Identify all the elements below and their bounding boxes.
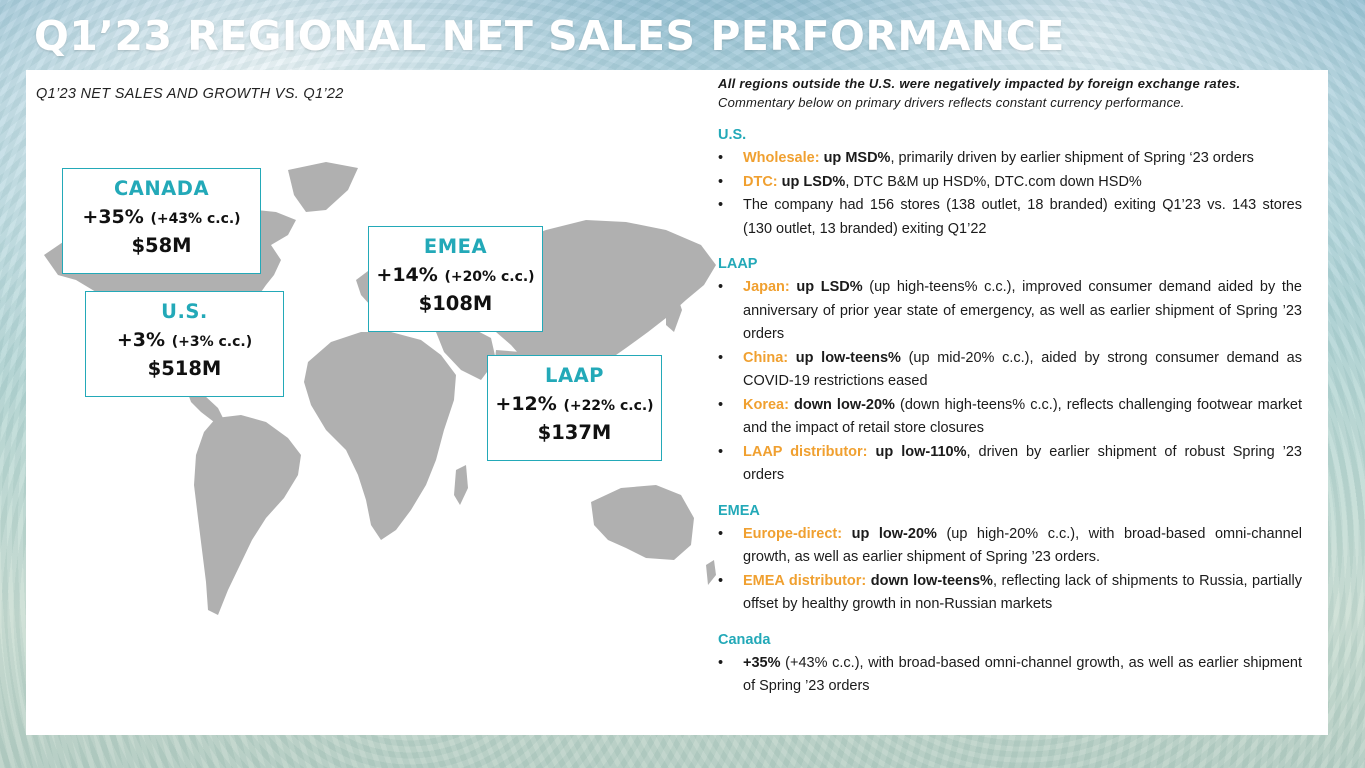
bullet-emphasis: up low-20%: [851, 525, 937, 542]
list-laap: Japan: up LSD% (up high-teens% c.c.), im…: [718, 276, 1302, 488]
madagascar-shape: [454, 465, 468, 505]
region-sales-canada: $58M: [131, 234, 192, 257]
region-name-laap: LAAP: [545, 364, 604, 387]
bullet-text: (down high-teens% c.c.), reflects challe…: [743, 396, 1302, 437]
region-sales-emea: $108M: [418, 292, 493, 315]
list-item: Japan: up LSD% (up high-teens% c.c.), im…: [718, 276, 1302, 347]
bullet-label: EMEA distributor:: [743, 572, 867, 589]
bullet-text: The company had 156 stores (138 outlet, …: [743, 197, 1302, 237]
list-item: China: up low-teens% (up mid-20% c.c.), …: [718, 347, 1302, 394]
bullet-emphasis: up MSD%: [823, 150, 891, 166]
list-us: Wholesale: up MSD%, primarily driven by …: [718, 147, 1302, 241]
growth-cc: (+3% c.c.): [171, 334, 253, 350]
page-title: Q1’23 REGIONAL NET SALES PERFORMANCE: [34, 12, 1065, 60]
growth-value: +14%: [376, 264, 438, 286]
region-box-us: U.S. +3% (+3% c.c.) $518M: [85, 291, 284, 397]
region-box-emea: EMEA +14% (+20% c.c.) $108M: [368, 226, 543, 332]
heading-emea: EMEA: [718, 502, 760, 519]
list-item: DTC: up LSD%, DTC B&M up HSD%, DTC.com d…: [718, 171, 1302, 195]
bullet-text: , driven by earlier shipment of robust S…: [743, 443, 1302, 484]
heading-canada: Canada: [718, 631, 771, 648]
region-box-canada: CANADA +35% (+43% c.c.) $58M: [62, 168, 261, 274]
bullet-label: Japan:: [743, 279, 790, 295]
bullet-label: Wholesale:: [743, 150, 820, 166]
list-item: Korea: down low-20% (down high-teens% c.…: [718, 394, 1302, 441]
list-item: Europe-direct: up low-20% (up high-20% c…: [718, 523, 1302, 570]
bullet-label: China:: [743, 349, 789, 366]
growth-cc: (+43% c.c.): [150, 211, 241, 227]
region-sales-laap: $137M: [537, 421, 612, 444]
region-name-us: U.S.: [161, 300, 208, 323]
growth-value: +3%: [116, 329, 166, 351]
bullet-text: , DTC B&M up HSD%, DTC.com down HSD%: [845, 173, 1142, 190]
heading-laap: LAAP: [718, 256, 758, 272]
greenland-shape: [288, 162, 358, 212]
japan-shape: [666, 292, 682, 332]
cc-note: Commentary below on primary drivers refl…: [718, 95, 1185, 110]
bullet-emphasis: up low-110%: [875, 443, 967, 460]
list-item: +35% (+43% c.c.), with broad-based omni-…: [718, 652, 1302, 699]
bullet-text: (up high-20% c.c.), with broad-based omn…: [743, 525, 1302, 566]
bullet-label: LAAP distributor:: [743, 443, 868, 460]
growth-value: +12%: [495, 393, 557, 415]
bullet-text: (up high-teens% c.c.), improved consumer…: [743, 279, 1302, 342]
bullet-emphasis: down low-teens%: [870, 572, 993, 589]
middle-east-shape: [436, 325, 496, 380]
region-growth-canada: +35% (+43% c.c.): [63, 206, 260, 228]
bullet-emphasis: +35%: [743, 654, 781, 671]
list-item: The company had 156 stores (138 outlet, …: [718, 194, 1302, 241]
fx-note: All regions outside the U.S. were negati…: [718, 76, 1241, 91]
south-america-shape: [194, 415, 301, 615]
bullet-text: (+43% c.c.), with broad-based omni-chann…: [743, 654, 1302, 695]
region-sales-us: $518M: [147, 357, 222, 380]
section-subtitle: Q1’23 NET SALES AND GROWTH VS. Q1’22: [36, 86, 344, 102]
list-canada: +35% (+43% c.c.), with broad-based omni-…: [718, 652, 1302, 699]
list-item: EMEA distributor: down low-teens%, refle…: [718, 570, 1302, 617]
list-item: LAAP distributor: up low-110%, driven by…: [718, 441, 1302, 488]
commentary-column: All regions outside the U.S. were negati…: [718, 74, 1302, 699]
list-emea: Europe-direct: up low-20% (up high-20% c…: [718, 523, 1302, 617]
growth-cc: (+20% c.c.): [444, 269, 535, 285]
growth-value: +35%: [82, 206, 144, 228]
bullet-text: , reflecting lack of shipments to Russia…: [743, 572, 1302, 613]
africa-shape: [304, 332, 456, 540]
region-growth-us: +3% (+3% c.c.): [86, 329, 283, 351]
region-name-canada: CANADA: [113, 177, 210, 200]
bullet-text: (up mid-20% c.c.), aided by strong consu…: [743, 349, 1302, 390]
heading-us: U.S.: [718, 127, 747, 143]
bullet-label: Korea:: [743, 396, 789, 413]
bullet-label: DTC:: [743, 173, 778, 190]
bullet-text: , primarily driven by earlier shipment o…: [890, 150, 1254, 166]
list-item: Wholesale: up MSD%, primarily driven by …: [718, 147, 1302, 171]
bullet-emphasis: up low-teens%: [795, 349, 901, 366]
region-name-emea: EMEA: [423, 235, 488, 258]
bullet-emphasis: down low-20%: [794, 396, 895, 413]
bullet-emphasis: up LSD%: [796, 279, 863, 295]
region-box-laap: LAAP +12% (+22% c.c.) $137M: [487, 355, 662, 461]
region-growth-laap: +12% (+22% c.c.): [488, 393, 661, 415]
bullet-label: Europe-direct:: [743, 525, 843, 542]
bullet-emphasis: up LSD%: [781, 173, 846, 190]
world-map: CANADA +35% (+43% c.c.) $58M U.S. +3% (+…: [26, 70, 716, 735]
growth-cc: (+22% c.c.): [563, 398, 654, 414]
content-panel: CANADA +35% (+43% c.c.) $58M U.S. +3% (+…: [26, 70, 1328, 735]
region-growth-emea: +14% (+20% c.c.): [369, 264, 542, 286]
new-zealand-shape: [706, 560, 716, 585]
australia-shape: [591, 485, 694, 560]
